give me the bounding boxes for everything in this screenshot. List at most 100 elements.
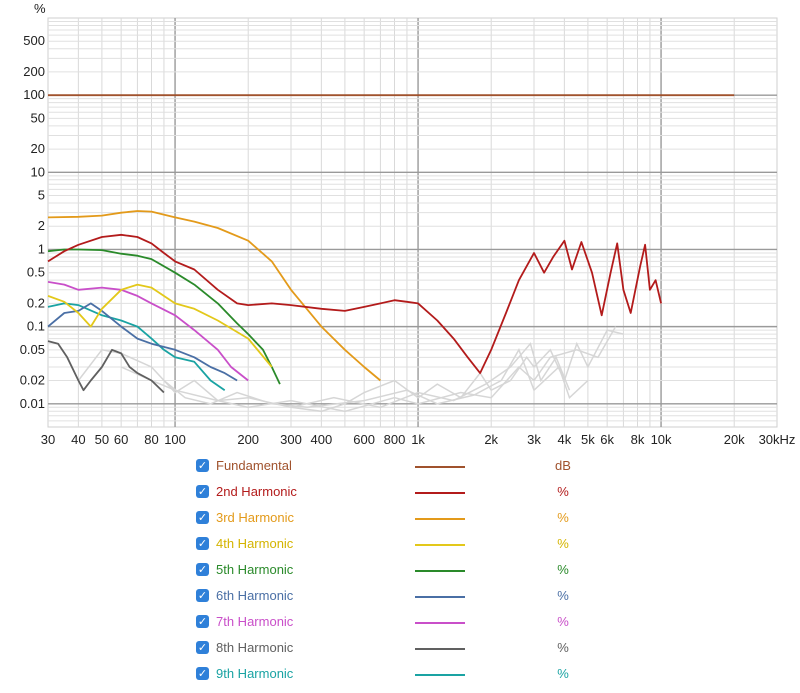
x-tick-label: 2k bbox=[484, 432, 498, 447]
legend-label: 7th Harmonic bbox=[216, 614, 294, 629]
y-tick-label: 50 bbox=[31, 110, 45, 125]
x-tick-label: 5k bbox=[581, 432, 595, 447]
8th-harmonic-line bbox=[47, 340, 165, 394]
y-tick-label: 1 bbox=[38, 241, 45, 256]
noise-trace bbox=[163, 348, 589, 409]
legend-unit: % bbox=[557, 510, 569, 525]
legend-checkbox[interactable]: ✓ bbox=[196, 511, 209, 524]
y-tick-label: 100 bbox=[23, 87, 45, 102]
y-tick-label: 0.01 bbox=[20, 396, 45, 411]
thd-chart: 30 40 50 60 80 100 200 300 400 600 800 1k 2k 3k 4k 5k 6k… bbox=[20, 1, 796, 447]
legend-unit: % bbox=[557, 536, 569, 551]
legend-unit: % bbox=[557, 640, 569, 655]
x-tick-label: 40 bbox=[71, 432, 85, 447]
legend-label: 9th Harmonic bbox=[216, 666, 294, 681]
x-tick-label: 3k bbox=[527, 432, 541, 447]
x-tick-label: 300 bbox=[280, 432, 302, 447]
noise-trace bbox=[120, 326, 617, 413]
4th-harmonic-line bbox=[47, 283, 273, 368]
legend-swatch bbox=[415, 596, 465, 598]
legend-swatch bbox=[415, 648, 465, 650]
legend-swatch bbox=[415, 492, 465, 494]
legend: ✓ Fundamental dB ✓ 2nd Harmonic% ✓ 3rd Harmoni… bbox=[196, 456, 616, 690]
3rd-harmonic-line bbox=[47, 210, 381, 382]
x-tick-label: 8k bbox=[631, 432, 645, 447]
5th-harmonic-line bbox=[47, 248, 281, 385]
chart-series bbox=[47, 94, 735, 394]
legend-swatch bbox=[415, 570, 465, 572]
legend-unit: % bbox=[557, 614, 569, 629]
y-tick-label: 0.02 bbox=[20, 373, 45, 388]
legend-item-2nd-harmonic: ✓ 2nd Harmonic% bbox=[196, 482, 616, 508]
y-tick-label: 0.5 bbox=[27, 265, 45, 280]
y-tick-label: 200 bbox=[23, 64, 45, 79]
legend-checkbox[interactable]: ✓ bbox=[196, 459, 209, 472]
legend-unit: % bbox=[557, 588, 569, 603]
plot-frame bbox=[47, 17, 778, 428]
x-tick-label: 600 bbox=[353, 432, 375, 447]
chart-grid bbox=[47, 17, 778, 428]
legend-unit: % bbox=[557, 562, 569, 577]
x-tick-label: 30 bbox=[41, 432, 55, 447]
y-tick-label: 10 bbox=[31, 164, 45, 179]
legend-checkbox[interactable]: ✓ bbox=[196, 667, 209, 680]
legend-checkbox[interactable]: ✓ bbox=[196, 641, 209, 654]
6th-harmonic-line bbox=[47, 302, 238, 382]
x-tick-label: 400 bbox=[311, 432, 333, 447]
legend-item-9th-harmonic: ✓ 9th Harmonic% bbox=[196, 664, 616, 690]
legend-unit: % bbox=[557, 666, 569, 681]
y-axis-ticks: 500 200 100 50 20 10 5 2 1 0.5 0.2 0.1 0.05 0.02 0.01 bbox=[20, 33, 45, 411]
legend-label: 3rd Harmonic bbox=[216, 510, 295, 525]
legend-label: 6th Harmonic bbox=[216, 588, 294, 603]
legend-checkbox[interactable]: ✓ bbox=[196, 563, 209, 576]
legend-item-3rd-harmonic: ✓ 3rd Harmonic% bbox=[196, 508, 616, 534]
legend-label: 4th Harmonic bbox=[216, 536, 294, 551]
x-tick-label: 20k bbox=[724, 432, 745, 447]
y-tick-label: 5 bbox=[38, 188, 45, 203]
legend-label: 5th Harmonic bbox=[216, 562, 294, 577]
x-tick-label: 6k bbox=[600, 432, 614, 447]
legend-item-fundamental: ✓ Fundamental dB bbox=[196, 456, 616, 482]
y-tick-label: 0.1 bbox=[27, 319, 45, 334]
legend-item-8th-harmonic: ✓ 8th Harmonic% bbox=[196, 638, 616, 664]
y-tick-label: 0.2 bbox=[27, 295, 45, 310]
x-tick-label: 80 bbox=[144, 432, 158, 447]
9th-harmonic-line bbox=[47, 302, 226, 391]
x-tick-label: 200 bbox=[237, 432, 259, 447]
legend-swatch bbox=[415, 622, 465, 624]
legend-item-4th-harmonic: ✓ 4th Harmonic% bbox=[196, 534, 616, 560]
x-axis-ticks: 30 40 50 60 80 100 200 300 400 600 800 1k 2k 3k 4k 5k 6k… bbox=[41, 432, 796, 447]
x-tick-label: 800 bbox=[384, 432, 406, 447]
x-tick-label: 30kHz bbox=[759, 432, 796, 447]
x-tick-label: 60 bbox=[114, 432, 128, 447]
legend-label: 8th Harmonic bbox=[216, 640, 294, 655]
legend-checkbox[interactable]: ✓ bbox=[196, 485, 209, 498]
x-tick-label: 4k bbox=[557, 432, 571, 447]
legend-checkbox[interactable]: ✓ bbox=[196, 615, 209, 628]
legend-unit: dB bbox=[555, 458, 571, 473]
noise-traces bbox=[77, 326, 624, 413]
legend-swatch bbox=[415, 466, 465, 468]
legend-item-5th-harmonic: ✓ 5th Harmonic% bbox=[196, 560, 616, 586]
x-tick-label: 1k bbox=[411, 432, 425, 447]
x-tick-label: 50 bbox=[95, 432, 109, 447]
y-tick-label: 20 bbox=[31, 141, 45, 156]
legend-checkbox[interactable]: ✓ bbox=[196, 589, 209, 602]
y-axis-unit-label: % bbox=[34, 1, 46, 16]
legend-checkbox[interactable]: ✓ bbox=[196, 537, 209, 550]
y-tick-label: 2 bbox=[38, 218, 45, 233]
x-tick-label: 100 bbox=[164, 432, 186, 447]
y-tick-label: 500 bbox=[23, 33, 45, 48]
legend-label: 2nd Harmonic bbox=[216, 484, 297, 499]
legend-swatch bbox=[415, 674, 465, 676]
legend-swatch bbox=[415, 544, 465, 546]
2nd-harmonic-line bbox=[47, 233, 662, 374]
legend-swatch bbox=[415, 518, 465, 520]
7th-harmonic-line bbox=[47, 281, 249, 382]
legend-item-7th-harmonic: ✓ 7th Harmonic% bbox=[196, 612, 616, 638]
legend-unit: % bbox=[557, 484, 569, 499]
noise-trace bbox=[290, 342, 571, 409]
x-tick-label: 10k bbox=[651, 432, 672, 447]
legend-label: Fundamental bbox=[216, 458, 292, 473]
y-tick-label: 0.05 bbox=[20, 342, 45, 357]
